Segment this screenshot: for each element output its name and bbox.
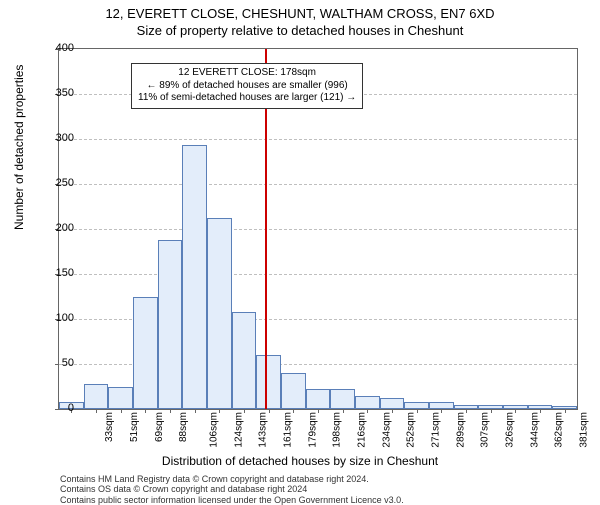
histogram-bar xyxy=(232,312,257,409)
x-tick-label: 234sqm xyxy=(381,412,392,448)
annot-line: 12 EVERETT CLOSE: 178sqm xyxy=(138,67,356,80)
x-tick-label: 106sqm xyxy=(209,412,220,448)
x-tick-label: 326sqm xyxy=(505,412,516,448)
footer-line: Contains HM Land Registry data © Crown c… xyxy=(60,474,404,484)
x-tick-label: 51sqm xyxy=(129,412,140,442)
y-tick-label: 50 xyxy=(62,357,74,369)
x-tick-label: 344sqm xyxy=(529,412,540,448)
annot-line: ← 89% of detached houses are smaller (99… xyxy=(138,80,356,93)
gridline xyxy=(59,229,577,230)
x-tick-label: 362sqm xyxy=(554,412,565,448)
y-tick-label: 100 xyxy=(56,312,74,324)
x-tick-label: 88sqm xyxy=(178,412,189,442)
footer-line: Contains OS data © Crown copyright and d… xyxy=(60,484,404,494)
y-tick-label: 250 xyxy=(56,177,74,189)
annot-line: 11% of semi-detached houses are larger (… xyxy=(138,92,356,105)
y-tick-label: 300 xyxy=(56,132,74,144)
y-tick-label: 200 xyxy=(56,222,74,234)
x-tick-label: 33sqm xyxy=(104,412,115,442)
y-tick-label: 0 xyxy=(68,402,74,414)
x-tick-label: 179sqm xyxy=(307,412,318,448)
x-tick-label: 216sqm xyxy=(357,412,368,448)
histogram-bar xyxy=(355,396,380,410)
histogram-bar xyxy=(133,297,158,410)
histogram-bar xyxy=(380,398,405,409)
x-tick-label: 307sqm xyxy=(480,412,491,448)
x-tick-label: 289sqm xyxy=(455,412,466,448)
x-tick-label: 271sqm xyxy=(431,412,442,448)
plot-area: 12 EVERETT CLOSE: 178sqm← 89% of detache… xyxy=(58,48,578,410)
chart-title-main: 12, EVERETT CLOSE, CHESHUNT, WALTHAM CRO… xyxy=(0,6,600,21)
x-tick-label: 252sqm xyxy=(406,412,417,448)
x-tick-label: 143sqm xyxy=(258,412,269,448)
gridline xyxy=(59,274,577,275)
gridline xyxy=(59,184,577,185)
histogram-bar xyxy=(330,389,355,409)
histogram-bar xyxy=(158,240,183,409)
histogram-bar xyxy=(84,384,109,409)
chart-area: 12 EVERETT CLOSE: 178sqm← 89% of detache… xyxy=(58,48,578,410)
gridline xyxy=(59,139,577,140)
histogram-bar xyxy=(182,145,207,409)
histogram-bar xyxy=(429,402,454,409)
histogram-bar xyxy=(256,355,281,409)
x-tick-label: 124sqm xyxy=(233,412,244,448)
histogram-bar xyxy=(306,389,331,409)
histogram-bar xyxy=(108,387,133,410)
x-tick-label: 381sqm xyxy=(579,412,590,448)
x-tick-label: 198sqm xyxy=(332,412,343,448)
histogram-bar xyxy=(404,402,429,409)
y-tick-label: 150 xyxy=(56,267,74,279)
chart-title-sub: Size of property relative to detached ho… xyxy=(0,23,600,38)
footer-attribution: Contains HM Land Registry data © Crown c… xyxy=(60,474,404,505)
x-axis-label: Distribution of detached houses by size … xyxy=(0,454,600,468)
y-tick-label: 350 xyxy=(56,87,74,99)
x-tick-label: 69sqm xyxy=(154,412,165,442)
annotation-box: 12 EVERETT CLOSE: 178sqm← 89% of detache… xyxy=(131,63,363,109)
y-tick-label: 400 xyxy=(56,42,74,54)
histogram-bar xyxy=(207,218,232,409)
histogram-bar xyxy=(281,373,306,409)
y-axis-label: Number of detached properties xyxy=(12,65,26,230)
x-tick-label: 161sqm xyxy=(283,412,294,448)
